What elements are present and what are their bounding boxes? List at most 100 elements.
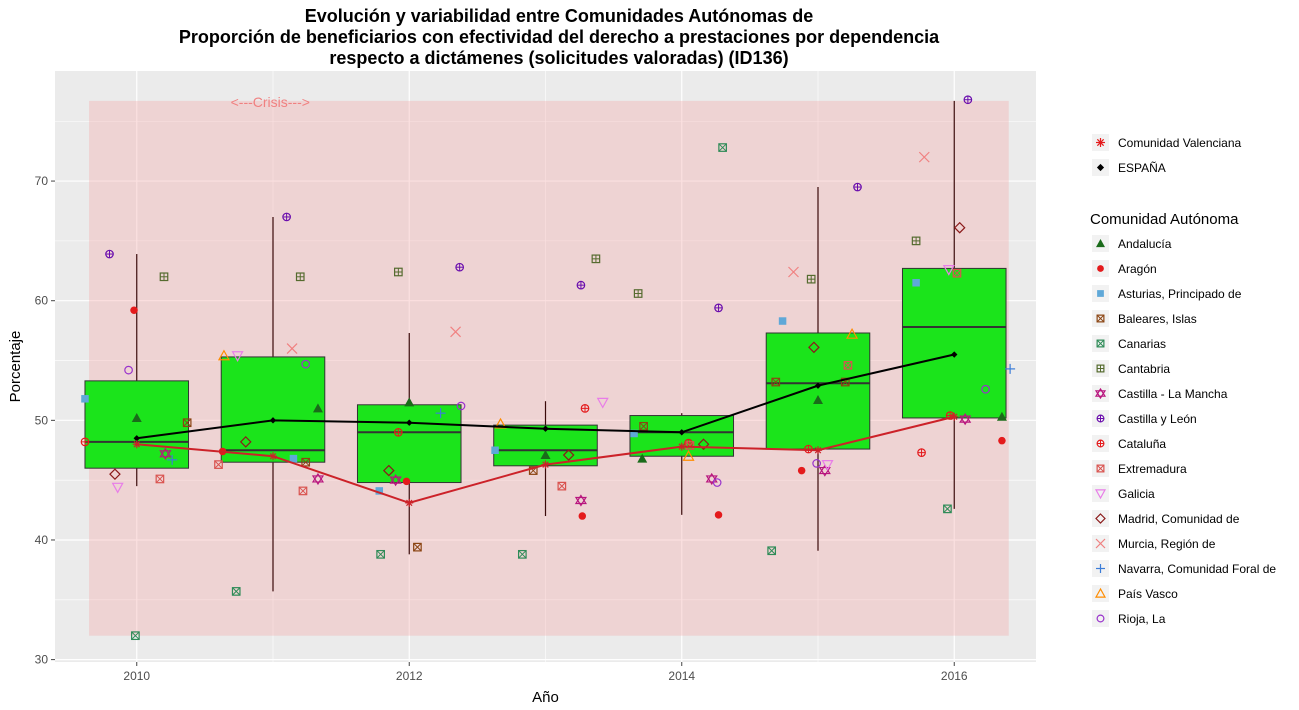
legend-label: Navarra, Comunidad Foral de: [1118, 562, 1276, 576]
data-point: [491, 446, 499, 454]
box-iqr: [901, 267, 1007, 419]
line-point: [269, 452, 277, 461]
box-iqr: [356, 404, 462, 484]
series-navarra-comunidad-foral-de: [167, 363, 1016, 465]
series-galicia: [111, 264, 955, 494]
legend-item: Cantabria: [1092, 360, 1170, 377]
legend-key: [1092, 585, 1109, 602]
box-2015: [765, 187, 871, 551]
data-point: [637, 453, 648, 463]
legend-label: Canarias: [1118, 337, 1166, 351]
legend-item: Asturias, Principado de: [1092, 285, 1242, 302]
legend-key: [1092, 510, 1109, 527]
legend-item: Castilla - La Mancha: [1092, 385, 1228, 402]
legend-key: [1092, 610, 1109, 627]
data-point: [289, 454, 298, 463]
data-point: [574, 494, 588, 507]
data-point: [450, 326, 461, 338]
data-point: [778, 317, 787, 325]
data-point: [182, 418, 192, 428]
data-point: [301, 457, 311, 467]
legend: Comunidad Valenciana ESPAÑA Comunidad Autó…: [1090, 134, 1276, 627]
series-castilla-y-le-n: [105, 95, 973, 313]
line-point: [542, 425, 549, 432]
line-point: [541, 460, 550, 469]
data-point: [576, 280, 586, 290]
data-point: [375, 487, 384, 495]
boxplots: [84, 100, 1007, 592]
data-point: [942, 264, 955, 276]
y-tick-label: 40: [35, 533, 49, 547]
data-point: [812, 459, 821, 468]
legend-item: Rioja, La: [1092, 610, 1166, 627]
data-point: [376, 549, 385, 559]
legend-key: [1092, 385, 1109, 402]
data-point: [286, 343, 298, 354]
data-point: [81, 395, 89, 403]
series-catalu-a: [80, 404, 955, 457]
x-tick-label: 2014: [668, 669, 695, 683]
line-point: [951, 351, 958, 358]
data-point: [557, 481, 567, 491]
data-point: [853, 182, 862, 192]
data-point: [943, 504, 952, 514]
data-point: [718, 143, 727, 152]
x-tick-label: 2012: [396, 669, 423, 683]
legend-label: Aragón: [1118, 262, 1157, 276]
line-point: [677, 442, 686, 451]
data-point: [130, 306, 138, 315]
legend-label: Comunidad Valenciana: [1118, 136, 1242, 150]
box-2011: [220, 216, 326, 592]
data-point: [697, 438, 710, 451]
y-tick-label: 70: [35, 174, 49, 188]
legend-label: Castilla y León: [1118, 412, 1197, 426]
data-point: [1005, 363, 1016, 374]
legend-item: Aragón: [1092, 260, 1157, 277]
data-point: [494, 417, 507, 429]
legend-item: Castilla y León: [1092, 410, 1197, 427]
data-point: [580, 404, 590, 413]
data-point: [131, 631, 140, 641]
data-point: [639, 421, 648, 431]
data-point: [562, 449, 575, 461]
data-point: [167, 454, 178, 465]
legend-item: Madrid, Comunidad de: [1092, 510, 1240, 527]
data-point: [712, 478, 722, 487]
legend-item: Baleares, Islas: [1092, 310, 1197, 327]
y-tick-label: 50: [35, 413, 49, 427]
data-point: [214, 460, 223, 469]
data-point: [301, 359, 311, 369]
series-andaluc-a: [131, 394, 1007, 463]
data-point: [682, 449, 695, 461]
data-point: [963, 95, 973, 105]
data-point: [382, 464, 395, 477]
data-point: [402, 477, 411, 486]
chart-title-line-3: respecto a dictámenes (solicitudes valor…: [329, 48, 789, 68]
legend-key: [1092, 485, 1109, 502]
data-point: [540, 450, 551, 460]
data-point: [231, 351, 244, 362]
data-point: [105, 249, 114, 259]
axes: 30 40 50 60 70 2010 2012 2014 2016: [35, 174, 968, 683]
data-point: [912, 279, 920, 287]
line-point: [269, 417, 277, 424]
box-2016: [901, 100, 1007, 509]
data-point: [80, 437, 90, 447]
series-cantabria: [159, 236, 921, 298]
series-baleares-islas: [182, 377, 850, 552]
series-extremadura: [155, 268, 962, 496]
data-point: [998, 436, 1006, 445]
line-point: [678, 429, 685, 436]
legend-label: ESPAÑA: [1118, 161, 1166, 175]
data-point: [808, 341, 820, 354]
data-point: [767, 546, 777, 556]
data-point: [131, 412, 142, 422]
chart-title-line-1: Evolución y variabilidad entre Comunidad…: [304, 6, 814, 26]
y-tick-label: 60: [35, 294, 49, 308]
data-point: [109, 468, 121, 481]
data-point: [111, 482, 124, 494]
box-iqr: [220, 356, 326, 463]
series-pa-s-vasco: [217, 327, 859, 461]
x-axis-label: Año: [532, 689, 559, 706]
legend-title: Comunidad Autónoma: [1090, 211, 1239, 228]
